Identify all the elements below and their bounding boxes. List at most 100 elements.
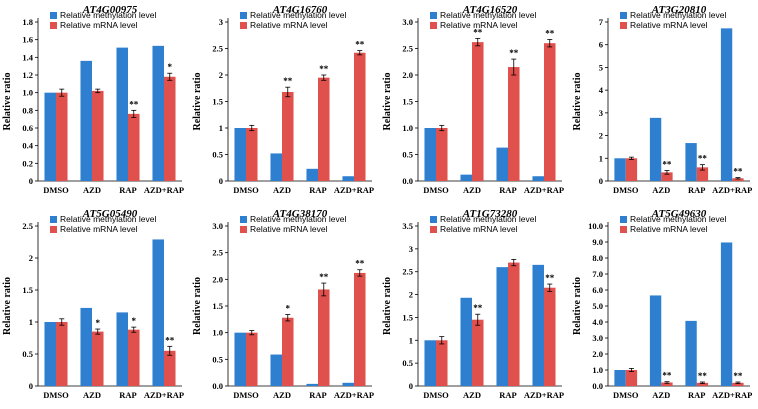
- chart-title: AT4G00975: [82, 4, 138, 16]
- y-tick-label: 9.0: [592, 237, 603, 247]
- mrna-bar: [92, 331, 104, 386]
- significance-label: **: [545, 273, 555, 283]
- legend-label: Relative methylation level: [630, 214, 726, 224]
- y-tick-label: 1.5: [212, 97, 223, 107]
- y-tick-label: 7: [599, 17, 604, 27]
- legend-swatch: [50, 12, 57, 19]
- y-tick-label: 0.5: [402, 358, 413, 368]
- y-tick-label: 2.0: [212, 274, 223, 284]
- legend-swatch: [50, 226, 57, 233]
- mrna-bar: [696, 382, 709, 386]
- chart-title: AT4G16760: [272, 4, 328, 16]
- y-tick-label: 1.0: [402, 123, 413, 133]
- y-tick-label: 10.0: [588, 221, 603, 231]
- legend-swatch: [240, 226, 247, 233]
- mrna-bar: [625, 370, 638, 386]
- mrna-bar: [56, 92, 68, 181]
- significance-label: **: [662, 371, 672, 381]
- y-tick-label: 0: [599, 176, 603, 186]
- legend-swatch: [430, 226, 437, 233]
- y-tick-label: 2: [409, 290, 413, 300]
- significance-label: **: [165, 335, 175, 345]
- y-tick-label: 6.0: [592, 285, 603, 295]
- y-tick-label: 2: [599, 131, 603, 141]
- methylation-bar: [424, 340, 436, 386]
- y-tick-label: 1.5: [22, 285, 33, 295]
- x-tick-label: AZD+RAP: [144, 390, 184, 400]
- chart-panel-6: AT4G38170 Relative ratio 0.0 0.5 1.0 1.5 2.0 2.…: [192, 208, 374, 400]
- y-tick-label: 1.4: [22, 52, 33, 62]
- y-tick-label: 3: [219, 17, 223, 27]
- significance-label: **: [473, 303, 483, 313]
- y-axis-label: Relative ratio: [382, 277, 393, 335]
- legend-label: Relative methylation level: [250, 214, 346, 224]
- legend-label: Relative mRNA level: [60, 224, 138, 234]
- y-tick-label: 0: [219, 176, 223, 186]
- mrna-bar: [544, 43, 556, 182]
- legend-swatch: [620, 226, 627, 233]
- mrna-bar: [661, 172, 673, 181]
- x-tick-label: AZD: [273, 390, 291, 400]
- significance-label: **: [698, 154, 708, 164]
- y-tick-label: 2.5: [212, 248, 223, 258]
- methylation-bar: [460, 297, 472, 386]
- y-axis-label: Relative ratio: [572, 72, 583, 130]
- x-tick-label: DMSO: [43, 185, 69, 195]
- methylation-bar: [306, 168, 318, 181]
- significance-label: **: [545, 28, 555, 38]
- x-tick-label: AZD+RAP: [524, 390, 564, 400]
- y-tick-label: 0: [29, 381, 33, 391]
- mrna-bar: [128, 113, 140, 181]
- significance-label: **: [733, 371, 743, 381]
- x-tick-label: RAP: [688, 390, 705, 400]
- mrna-bar: [544, 287, 556, 386]
- legend-label: Relative mRNA level: [250, 224, 328, 234]
- x-tick-label: AZD: [652, 390, 670, 400]
- y-tick-label: 1.2: [22, 70, 33, 80]
- methylation-bar: [306, 383, 318, 386]
- methylation-bar: [532, 264, 544, 386]
- x-tick-label: RAP: [309, 390, 326, 400]
- y-tick-label: 0.0: [212, 381, 223, 391]
- y-tick-label: 1.8: [22, 17, 33, 27]
- y-tick-label: 3: [599, 108, 603, 118]
- y-tick-label: 1: [29, 317, 33, 327]
- methylation-bar: [614, 370, 626, 386]
- y-axis-label: Relative ratio: [192, 277, 203, 335]
- x-tick-label: RAP: [309, 185, 326, 195]
- x-tick-label: DMSO: [233, 185, 259, 195]
- legend-swatch: [620, 12, 627, 19]
- y-tick-label: 3.5: [402, 221, 413, 231]
- chart-title: AT4G38170: [272, 208, 328, 220]
- significance-label: *: [96, 318, 101, 328]
- y-tick-label: 0: [409, 381, 413, 391]
- mrna-bar: [354, 272, 366, 386]
- y-tick-label: 4.0: [592, 317, 603, 327]
- mrna-bar: [56, 322, 68, 386]
- legend-swatch: [240, 22, 247, 29]
- x-tick-label: AZD+RAP: [144, 185, 184, 195]
- y-tick-label: 1.5: [212, 301, 223, 311]
- x-tick-label: DMSO: [613, 185, 639, 195]
- methylation-bar: [720, 242, 733, 386]
- legend-label: Relative methylation level: [250, 10, 346, 20]
- mrna-bar: [318, 289, 330, 386]
- x-tick-label: AZD+RAP: [524, 185, 564, 195]
- significance-label: **: [283, 76, 293, 86]
- methylation-bar: [270, 354, 282, 386]
- mrna-bar: [164, 350, 176, 386]
- methylation-bar: [649, 117, 662, 181]
- y-tick-label: 1.0: [212, 328, 223, 338]
- y-tick-label: 0.0: [592, 381, 603, 391]
- mrna-bar: [625, 158, 638, 181]
- significance-label: **: [698, 371, 708, 381]
- legend-label: Relative methylation level: [440, 214, 536, 224]
- y-tick-label: 1.6: [22, 35, 33, 45]
- methylation-bar: [649, 295, 662, 386]
- y-tick-label: 1.5: [402, 97, 413, 107]
- mrna-bar: [164, 76, 176, 181]
- chart-title: AT1G73280: [462, 208, 518, 220]
- significance-label: **: [662, 160, 672, 170]
- x-tick-label: AZD: [463, 185, 481, 195]
- significance-label: **: [733, 167, 743, 177]
